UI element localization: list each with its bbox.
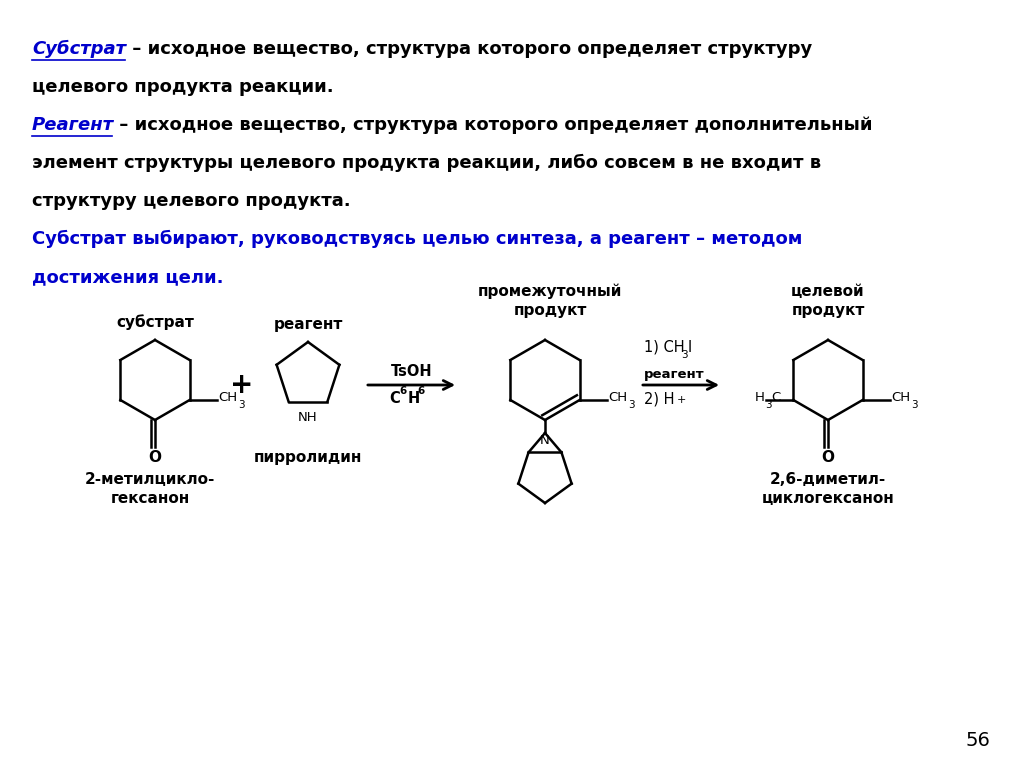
Text: O: O bbox=[148, 450, 162, 465]
Text: 6: 6 bbox=[418, 386, 425, 396]
Text: пирролидин: пирролидин bbox=[254, 450, 362, 465]
Text: субстрат: субстрат bbox=[116, 314, 194, 330]
Text: H: H bbox=[755, 390, 764, 403]
Text: 56: 56 bbox=[966, 731, 990, 750]
Text: H: H bbox=[408, 391, 420, 406]
Text: O: O bbox=[821, 450, 835, 465]
Text: реагент: реагент bbox=[644, 368, 705, 381]
Text: промежуточный
продукт: промежуточный продукт bbox=[478, 284, 623, 318]
Text: – исходное вещество, структура которого определяет дополнительный: – исходное вещество, структура которого … bbox=[113, 116, 872, 134]
Text: CH: CH bbox=[608, 390, 628, 403]
Text: Субстрат: Субстрат bbox=[32, 40, 126, 58]
Text: Субстрат выбирают, руководствуясь целью синтеза, а реагент – методом: Субстрат выбирают, руководствуясь целью … bbox=[32, 230, 803, 248]
Text: реагент: реагент bbox=[273, 317, 343, 332]
Text: 3: 3 bbox=[628, 399, 635, 409]
Text: 6: 6 bbox=[399, 386, 407, 396]
Text: CH: CH bbox=[892, 390, 910, 403]
Text: +: + bbox=[230, 371, 254, 399]
Text: 2) H: 2) H bbox=[644, 391, 675, 406]
Text: структуру целевого продукта.: структуру целевого продукта. bbox=[32, 192, 350, 210]
Text: TsOH: TsOH bbox=[391, 364, 432, 379]
Text: 1) CH: 1) CH bbox=[644, 340, 685, 355]
Text: C: C bbox=[771, 390, 780, 403]
Text: целевой
продукт: целевой продукт bbox=[792, 284, 865, 318]
Text: 2,6-диметил-
циклогексанон: 2,6-диметил- циклогексанон bbox=[762, 472, 894, 505]
Text: +: + bbox=[677, 395, 686, 405]
Text: Реагент: Реагент bbox=[32, 116, 114, 134]
Text: 3: 3 bbox=[682, 350, 688, 360]
Text: 3: 3 bbox=[911, 399, 918, 409]
Text: достижения цели.: достижения цели. bbox=[32, 268, 223, 286]
Text: 2-метилцикло-
гексанон: 2-метилцикло- гексанон bbox=[85, 472, 215, 505]
Text: C: C bbox=[389, 391, 400, 406]
Text: CH: CH bbox=[219, 390, 238, 403]
Text: NH: NH bbox=[298, 411, 317, 424]
Text: I: I bbox=[688, 340, 692, 355]
Text: целевого продукта реакции.: целевого продукта реакции. bbox=[32, 78, 334, 96]
Text: 3: 3 bbox=[239, 399, 245, 409]
Text: 3: 3 bbox=[765, 399, 772, 409]
Text: элемент структуры целевого продукта реакции, либо совсем в не входит в: элемент структуры целевого продукта реак… bbox=[32, 154, 821, 172]
Text: N: N bbox=[540, 434, 550, 447]
Text: – исходное вещество, структура которого определяет структуру: – исходное вещество, структура которого … bbox=[126, 40, 812, 58]
